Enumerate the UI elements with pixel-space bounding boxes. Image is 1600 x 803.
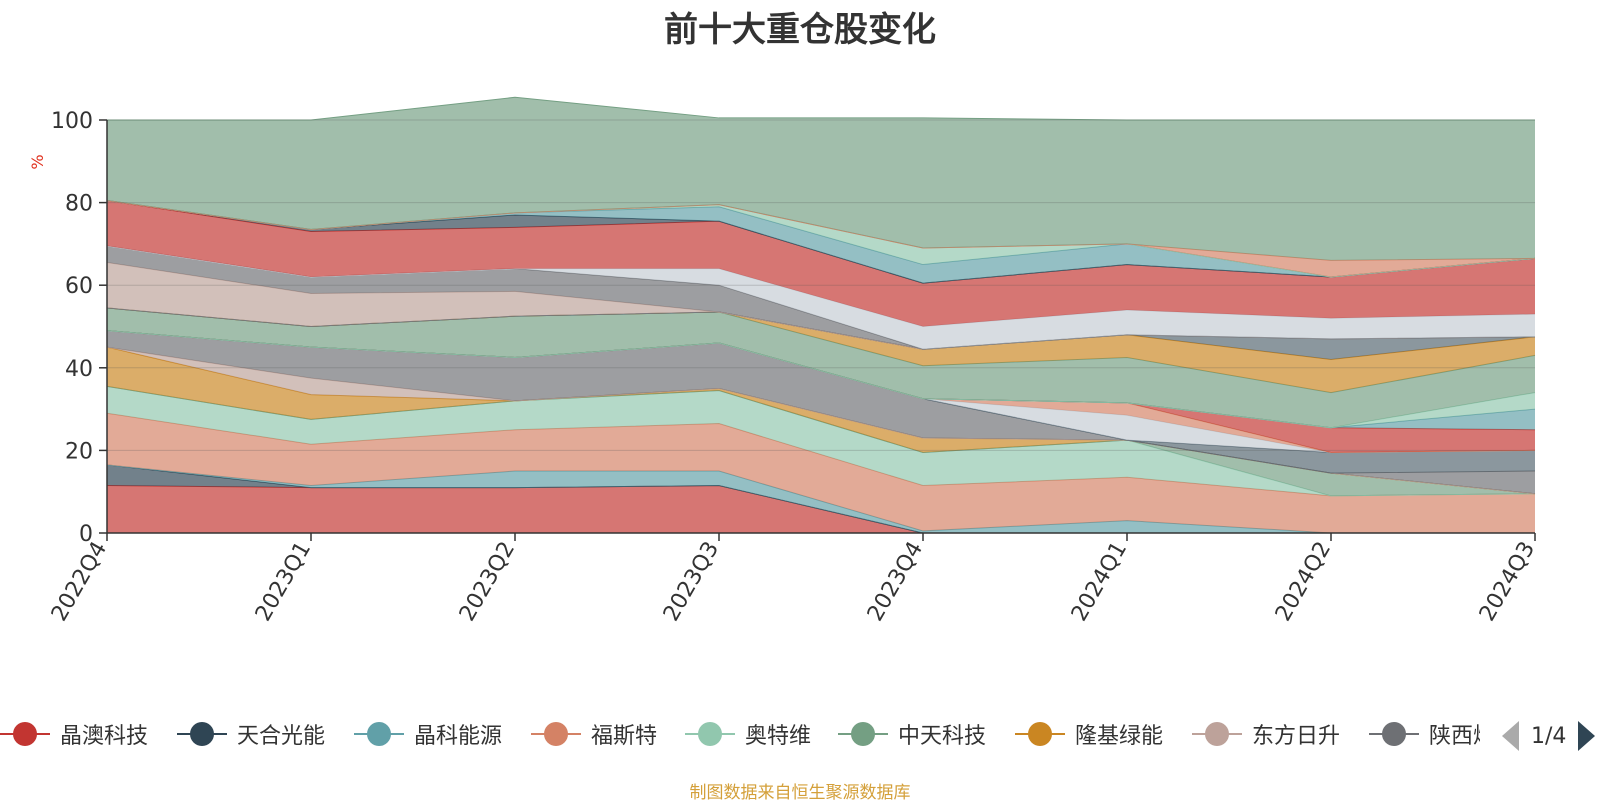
legend-label: 晶澳科技 bbox=[60, 724, 149, 749]
series-area bbox=[107, 200, 1535, 277]
series-area bbox=[107, 330, 1535, 453]
y-tick-label: 60 bbox=[65, 274, 93, 299]
legend-item[interactable]: 晶澳科技 bbox=[0, 714, 148, 754]
y-tick-label: 100 bbox=[51, 109, 93, 134]
source-note: 制图数据来自恒生聚源数据库 bbox=[689, 783, 911, 803]
legend-item[interactable]: 陕西煤业 bbox=[1369, 714, 1480, 754]
legend-label: 天合光能 bbox=[237, 724, 326, 749]
legend-item[interactable]: 奥特维 bbox=[685, 714, 811, 754]
series-area bbox=[107, 413, 1535, 533]
legend-label: 中天科技 bbox=[898, 724, 987, 749]
legend-label: 福斯特 bbox=[591, 724, 658, 749]
chart-title: 前十大重仓股变化 bbox=[664, 10, 936, 50]
series-area bbox=[107, 330, 1535, 428]
legend-item[interactable]: 中天科技 bbox=[838, 714, 986, 754]
legend-label: 东方日升 bbox=[1252, 724, 1341, 749]
next-page-icon[interactable] bbox=[1578, 721, 1596, 751]
series-area bbox=[107, 330, 1535, 494]
x-tick-label: 2023Q3 bbox=[659, 538, 724, 626]
x-tick-label: 2024Q2 bbox=[1271, 538, 1336, 626]
series-area bbox=[107, 330, 1535, 453]
x-tick-label: 2024Q3 bbox=[1475, 538, 1540, 626]
series-area bbox=[107, 386, 1535, 496]
legend-page-indicator: 1/4 bbox=[1531, 723, 1567, 749]
legend-item[interactable]: 东方日升 bbox=[1192, 714, 1340, 754]
legend-marker-icon bbox=[685, 720, 735, 748]
series-line bbox=[107, 96, 1535, 121]
x-tick-label: 2023Q4 bbox=[863, 538, 928, 626]
series-area bbox=[107, 386, 1535, 496]
series-area bbox=[107, 307, 1535, 428]
legend-label: 晶科能源 bbox=[414, 724, 503, 749]
legend-marker-icon bbox=[0, 720, 50, 748]
y-tick-label: 0 bbox=[79, 522, 93, 547]
legend-label: 奥特维 bbox=[745, 724, 812, 749]
legend-marker-icon bbox=[1192, 720, 1242, 748]
legend-marker-icon bbox=[354, 720, 404, 748]
series-area bbox=[107, 97, 1535, 261]
legend-marker-icon bbox=[531, 720, 581, 748]
legend: 晶澳科技 天合光能 晶科能源 福斯特 奥特维 中天科技 隆基绿能 东方日升 陕西… bbox=[0, 714, 1480, 754]
series-area bbox=[107, 200, 1535, 327]
series-area bbox=[107, 245, 1535, 350]
x-tick-label: 2023Q2 bbox=[455, 538, 520, 626]
y-tick-label: 40 bbox=[65, 357, 93, 382]
series-area bbox=[107, 464, 1535, 533]
legend-item[interactable]: 隆基绿能 bbox=[1015, 714, 1163, 754]
previous-page-icon[interactable] bbox=[1502, 721, 1519, 751]
legend-label: 隆基绿能 bbox=[1075, 724, 1164, 749]
legend-item[interactable]: 晶科能源 bbox=[354, 714, 502, 754]
legend-marker-icon bbox=[177, 720, 227, 748]
y-axis-label: % bbox=[28, 154, 47, 169]
legend-label: 陕西煤业 bbox=[1429, 724, 1480, 749]
x-tick-label: 2022Q4 bbox=[47, 538, 112, 626]
series-area bbox=[107, 330, 1535, 474]
series-area bbox=[107, 200, 1535, 284]
series-area bbox=[107, 347, 1535, 494]
legend-pager: 1/4 bbox=[1502, 718, 1596, 754]
x-tick-label: 2024Q1 bbox=[1067, 538, 1132, 626]
legend-item[interactable]: 福斯特 bbox=[531, 714, 657, 754]
x-tick-label: 2023Q1 bbox=[251, 538, 316, 626]
y-tick-label: 20 bbox=[65, 439, 93, 464]
legend-marker-icon bbox=[1015, 720, 1065, 748]
legend-marker-icon bbox=[838, 720, 888, 748]
series-area bbox=[107, 200, 1535, 284]
legend-item[interactable]: 天合光能 bbox=[177, 714, 325, 754]
series-area bbox=[107, 307, 1535, 393]
series-area bbox=[107, 262, 1535, 350]
legend-marker-icon bbox=[1369, 720, 1419, 748]
y-tick-label: 80 bbox=[65, 192, 93, 217]
